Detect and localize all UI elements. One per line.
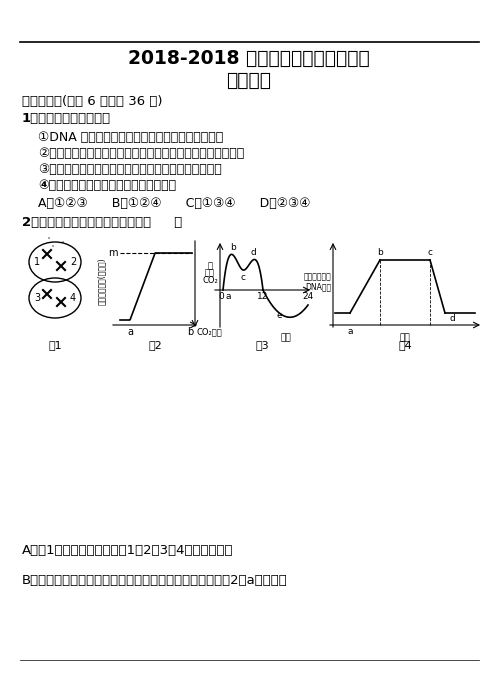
Text: d: d: [450, 314, 456, 323]
Text: ①DNA 分子结构的基本骨架决定蛋白质的空间结构: ①DNA 分子结构的基本骨架决定蛋白质的空间结构: [38, 131, 223, 144]
Text: 2．对下列四幅图的描述正确的是（     ）: 2．对下列四幅图的描述正确的是（ ）: [22, 216, 182, 229]
Text: 吸收: 吸收: [205, 269, 215, 278]
Text: e: e: [276, 311, 282, 320]
Text: b: b: [377, 248, 383, 257]
Text: ②在分泌蛋白的合成和分泌中，内质网起重要的交通枢纽作用: ②在分泌蛋白的合成和分泌中，内质网起重要的交通枢纽作用: [38, 146, 244, 160]
Text: 时间: 时间: [280, 333, 291, 342]
Text: m: m: [108, 248, 118, 258]
Text: 2: 2: [70, 257, 76, 267]
Text: CO₂: CO₂: [202, 276, 218, 285]
Text: 图4: 图4: [398, 340, 412, 350]
Text: 24: 24: [302, 292, 314, 301]
Text: 图2: 图2: [148, 340, 162, 350]
Text: 0: 0: [218, 292, 224, 301]
Text: 量: 量: [208, 261, 213, 270]
Text: a: a: [347, 327, 353, 336]
Text: b: b: [187, 327, 193, 337]
Text: 生物试卷: 生物试卷: [227, 70, 271, 90]
Text: 每条染色体上
DNA含量: 每条染色体上 DNA含量: [304, 272, 332, 292]
Text: CO₂浓度: CO₂浓度: [197, 327, 223, 336]
Text: 2018-2018 天津一中四月考理科综合: 2018-2018 天津一中四月考理科综合: [128, 48, 370, 68]
Text: 1．下列叙述中错误的是: 1．下列叙述中错误的是: [22, 111, 111, 124]
Text: A．①②③      B．①②④      C．①③④      D．②③④: A．①②③ B．①②④ C．①③④ D．②③④: [38, 196, 310, 209]
Text: A．图1中含两个染色体组，1与2、3与4为同源染色体: A．图1中含两个染色体组，1与2、3与4为同源染色体: [22, 544, 234, 556]
Text: d: d: [250, 248, 256, 257]
Text: a: a: [225, 292, 231, 301]
Text: 一、选择题(每题 6 分，共 36 分): 一、选择题(每题 6 分，共 36 分): [22, 95, 163, 108]
Text: ③溶酶体能将大分子物质水解但不能将其彻底氧化分解: ③溶酶体能将大分子物质水解但不能将其彻底氧化分解: [38, 162, 222, 176]
Text: 3: 3: [34, 293, 40, 303]
Text: c: c: [428, 248, 433, 257]
Text: 12: 12: [257, 292, 268, 301]
Text: c: c: [241, 273, 246, 282]
Text: 有机物积累量(增重量): 有机物积累量(增重量): [96, 257, 105, 305]
Text: 图1: 图1: [48, 340, 62, 350]
Text: B．在适宜的温度、水肥等条件下，适当增加光照强度，图2中a点右移，: B．在适宜的温度、水肥等条件下，适当增加光照强度，图2中a点右移，: [22, 574, 288, 587]
Text: a: a: [127, 327, 133, 337]
Text: 4: 4: [70, 293, 76, 303]
Text: ④细胞骨架是由磷脂分子构成的网架结构: ④细胞骨架是由磷脂分子构成的网架结构: [38, 178, 176, 191]
Text: 1: 1: [34, 257, 40, 267]
Text: b: b: [230, 243, 236, 252]
Text: 时间: 时间: [400, 333, 410, 342]
Text: 图3: 图3: [255, 340, 269, 350]
